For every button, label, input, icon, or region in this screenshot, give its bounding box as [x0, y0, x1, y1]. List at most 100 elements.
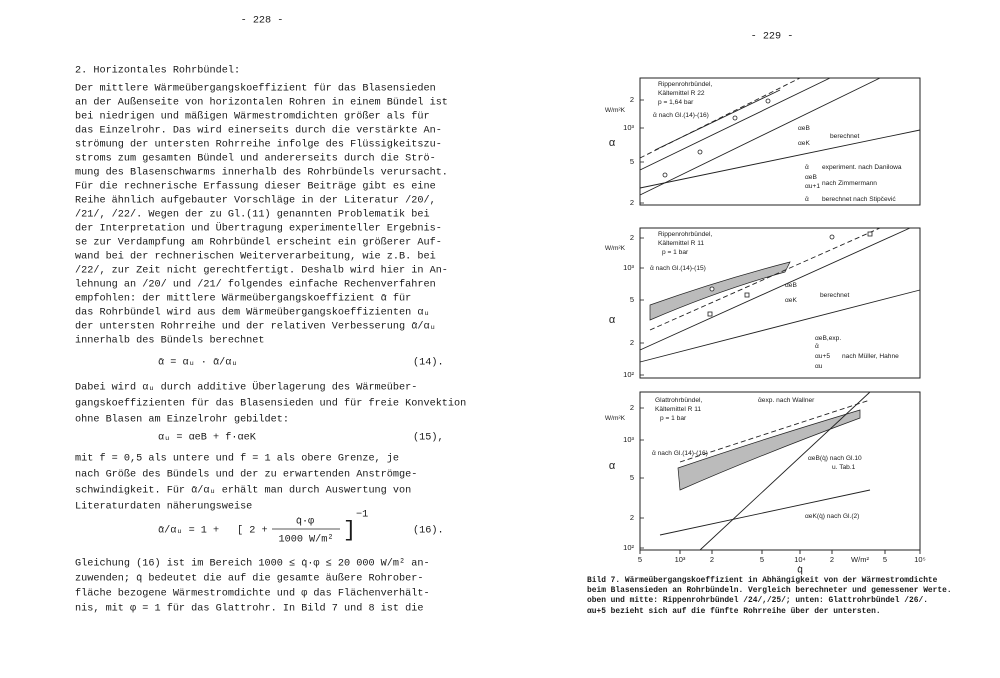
- curve: [649, 227, 881, 331]
- y-tick-label: 2: [630, 338, 634, 347]
- text-line: wand bei der rechnerischen Weiterverarbe…: [75, 251, 436, 263]
- figure-label: berechnet: [820, 292, 849, 299]
- x-tick-label: 10⁵: [914, 555, 925, 564]
- figure-label: p = 1 bar: [660, 415, 687, 422]
- text-line: das Einzelrohr. Das wird einerseits durc…: [75, 125, 442, 137]
- figure-label: Rippenrohrbündel,: [658, 81, 712, 88]
- text-line: nach Größe des Bündels und der zu erwart…: [75, 469, 417, 481]
- heading: 2. Horizontales Rohrbündel:: [75, 65, 240, 77]
- y-tick-label: 5: [630, 295, 634, 304]
- y-tick-label: 10³: [623, 123, 634, 132]
- text-line: fläche bezogene Wärmestromdichte und φ d…: [75, 588, 430, 600]
- marker: [765, 98, 771, 104]
- curve: [699, 391, 871, 551]
- figure-label: αu: [815, 363, 823, 370]
- x-tick-label: 10⁴: [794, 555, 806, 564]
- text-line: Reihe ähnlich aufgebauter Vorschläge in …: [75, 195, 436, 207]
- figure-label: αeK: [785, 297, 797, 304]
- x-tick-label: 5: [760, 555, 764, 564]
- figure-label: nach Müller, Hahne: [842, 353, 899, 360]
- figure-label: ᾱ nach Gl.(14)-(15): [650, 265, 706, 272]
- figure-label: αeK: [798, 140, 810, 147]
- text-line: innerhalb des Bündels berechnet: [75, 335, 265, 347]
- equation: ᾱ/αᵤ = 1 +: [158, 525, 219, 537]
- figure-label: αu+5: [815, 353, 830, 360]
- text-line: nis, mit φ = 1 für das Glattrohr. In Bil…: [75, 603, 423, 615]
- page-number: - 228 -: [241, 16, 284, 27]
- equation-number: (14).: [413, 357, 444, 369]
- y-tick-label: 2: [630, 403, 634, 412]
- page-number: - 229 -: [751, 32, 794, 43]
- text-line: /21/, /22/. Wegen der zu Gl.(11) genannt…: [75, 209, 430, 221]
- y-tick-label: 10²: [623, 543, 634, 552]
- figure-label: αeK(q̇) nach Gl.(2): [805, 513, 859, 520]
- figure-label: Kältemittel R 11: [655, 406, 701, 413]
- text-line: mit f = 0,5 als untere und f = 1 als obe…: [75, 453, 399, 465]
- equation: −1: [356, 510, 368, 521]
- figure-label: αeB: [798, 125, 810, 132]
- figure-label: Kältemittel R 22: [658, 90, 705, 97]
- axis-label: q̇: [797, 565, 803, 576]
- curve: [639, 129, 921, 189]
- caption-line: oben und mitte: Rippenrohrbündel /24/,/2…: [587, 596, 928, 605]
- text-line: ohne Blasen am Einzelrohr gebildet:: [75, 414, 289, 426]
- figure-label: αeB,exp.: [815, 335, 841, 342]
- text-line: der untersten Rohrreihe und der relative…: [75, 321, 436, 333]
- text-line: Der mittlere Wärmeübergangskoeffizient f…: [75, 83, 436, 95]
- y-tick-label: 2: [630, 233, 634, 242]
- figure-label: berechnet: [830, 133, 859, 140]
- curve: [659, 489, 871, 536]
- text-line: se zur Verdampfung am Rohrbündel erschei…: [75, 237, 442, 249]
- equation-number: (16).: [413, 525, 444, 537]
- axis-label: α: [609, 460, 616, 472]
- figure-label: αeB: [785, 282, 797, 289]
- figure-label: ᾱ nach Gl.(14)-(16): [653, 112, 709, 119]
- x-tick-label: 2: [710, 555, 714, 564]
- equation-number: (15),: [413, 432, 444, 444]
- marker: [829, 234, 835, 240]
- equation: ]: [343, 518, 356, 543]
- text-line: Literaturdaten näherungsweise: [75, 501, 252, 513]
- text-line: schwindigkeit. Für ᾱ/αᵤ erhält man durch…: [75, 485, 411, 497]
- text-line: /22/, zur Zeit nicht gerechtfertigt. Des…: [75, 265, 448, 277]
- curve: [639, 77, 881, 196]
- figure-label: ᾱexp. nach Wallner: [758, 397, 815, 404]
- curve: [679, 399, 871, 463]
- axis-unit: W/m²K: [605, 245, 626, 252]
- equation: q̇·φ: [296, 516, 314, 528]
- curve: [654, 89, 781, 151]
- y-tick-label: 10³: [623, 263, 634, 272]
- y-tick-label: 10³: [623, 435, 634, 444]
- marker: [707, 311, 713, 317]
- figure-label: ᾱ: [805, 164, 809, 171]
- text-line: mung des Blasenschwarms innerhalb des Ro…: [75, 167, 448, 179]
- figure-label: p = 1,64 bar: [658, 99, 694, 106]
- figure-label: Kältemittel R 11: [658, 240, 704, 247]
- figure-label: Glattrohrbündel,: [655, 397, 702, 404]
- marker: [697, 149, 703, 155]
- hatched-band: [677, 409, 861, 491]
- equation: 1000 W/m²: [278, 534, 333, 546]
- text-line: das Rohrbündel wird aus dem Wärmeübergan…: [75, 307, 430, 319]
- curve: [639, 289, 921, 363]
- caption-line: beim Blasensieden an Rohrbündeln. Vergle…: [587, 586, 952, 595]
- figure-label: u. Tab.1: [832, 464, 856, 471]
- y-tick-label: 2: [630, 198, 634, 207]
- x-tick-label: W/m²: [851, 555, 869, 564]
- figure-label: αeB(q̇) nach Gl.10: [808, 455, 862, 462]
- figure-label: ᾱ: [815, 343, 819, 350]
- y-tick-label: 5: [630, 473, 634, 482]
- marker: [744, 292, 750, 298]
- figure-label: berechnet nach Stipčević: [822, 196, 896, 203]
- figure: [639, 77, 921, 554]
- caption-line: Bild 7. Wärmeübergangskoeffizient in Abh…: [587, 576, 938, 585]
- marker: [732, 115, 738, 121]
- x-tick-marks: [639, 550, 921, 554]
- hatched-band: [649, 261, 791, 321]
- equation: ᾱ = αᵤ · ᾱ/αᵤ: [158, 357, 237, 369]
- text-line: lehnung an /20/ und /21/ folgendes einfa…: [75, 279, 436, 291]
- figure-label: αu+1: [805, 183, 820, 190]
- curve: [639, 227, 911, 351]
